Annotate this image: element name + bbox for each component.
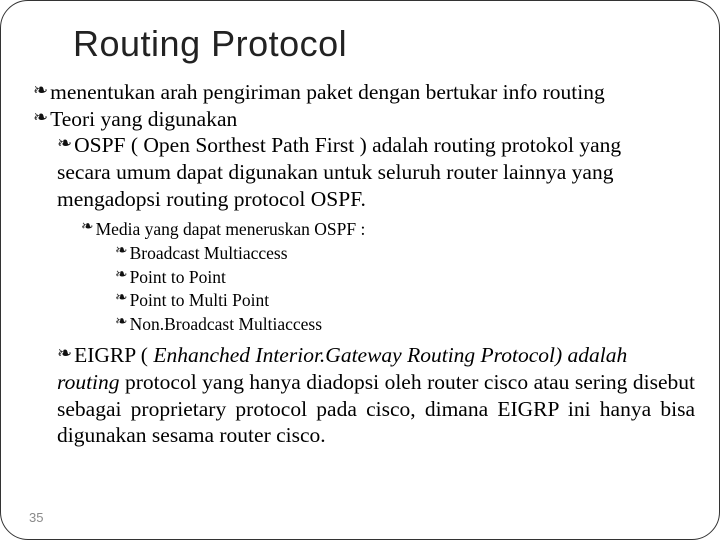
bullet-text: Teori yang digunakan — [50, 106, 237, 133]
flourish-icon: ❧ — [115, 266, 128, 290]
bullet-text: Broadcast Multiaccess — [130, 242, 288, 266]
flourish-icon: ❧ — [115, 242, 128, 266]
flourish-icon: ❧ — [57, 132, 72, 159]
eigrp-italic: Enhanched Interior.Gateway Routing Proto… — [153, 343, 627, 367]
bullet-text: Media yang dapat meneruskan OSPF : — [96, 218, 366, 242]
flourish-icon: ❧ — [81, 218, 94, 242]
eigrp-body-italic: routing — [57, 370, 120, 394]
media-item-1: ❧ Broadcast Multiaccess — [115, 242, 695, 266]
bullet-item-media: ❧ Media yang dapat meneruskan OSPF : — [81, 218, 695, 242]
bullet-text: menentukan arah pengiriman paket dengan … — [50, 79, 605, 106]
ospf-continuation: secara umum dapat digunakan untuk seluru… — [57, 159, 695, 212]
slide-frame: Routing Protocol ❧ menentukan arah pengi… — [0, 0, 720, 540]
eigrp-continuation: routing protocol yang hanya diadopsi ole… — [57, 369, 695, 449]
media-item-3: ❧ Point to Multi Point — [115, 289, 695, 313]
bullet-text: OSPF ( Open Sorthest Path First ) adalah… — [74, 132, 621, 159]
bullet-text: Non.Broadcast Multiaccess — [130, 313, 322, 337]
bullet-text: Point to Multi Point — [130, 289, 270, 313]
eigrp-body-rest: protocol yang hanya diadopsi oleh router… — [57, 370, 695, 447]
media-item-2: ❧ Point to Point — [115, 266, 695, 290]
page-number: 35 — [29, 510, 43, 525]
bullet-item-1: ❧ menentukan arah pengiriman paket denga… — [33, 79, 695, 106]
bullet-item-eigrp: ❧ EIGRP ( Enhanched Interior.Gateway Rou… — [57, 342, 695, 369]
flourish-icon: ❧ — [115, 289, 128, 313]
bullet-item-2: ❧ Teori yang digunakan — [33, 106, 695, 133]
flourish-icon: ❧ — [33, 79, 48, 106]
bullet-item-ospf: ❧ OSPF ( Open Sorthest Path First ) adal… — [57, 132, 695, 159]
media-item-4: ❧ Non.Broadcast Multiaccess — [115, 313, 695, 337]
bullet-text: Point to Point — [130, 266, 226, 290]
flourish-icon: ❧ — [33, 106, 48, 133]
bullet-text: EIGRP ( Enhanched Interior.Gateway Routi… — [74, 342, 627, 369]
flourish-icon: ❧ — [57, 342, 72, 369]
eigrp-plain: EIGRP ( — [74, 343, 153, 367]
flourish-icon: ❧ — [115, 313, 128, 337]
slide-title: Routing Protocol — [73, 23, 695, 65]
